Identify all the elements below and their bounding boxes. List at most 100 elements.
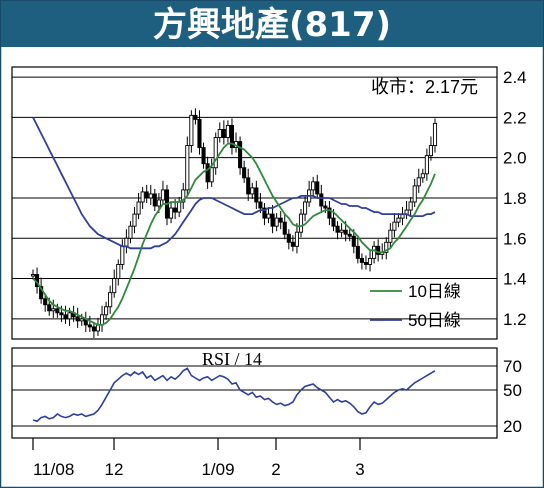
- candle-body: [238, 141, 243, 169]
- candle-body: [128, 225, 133, 239]
- rsi-gridlines: [12, 365, 497, 427]
- price-tick-label: 2.2: [503, 108, 527, 127]
- candle-body: [59, 312, 64, 316]
- x-tick-label: 1/09: [201, 460, 234, 479]
- price-tick-label: 2.0: [503, 149, 527, 168]
- candle-body: [181, 189, 186, 203]
- candle-body: [303, 201, 308, 215]
- candle-body: [144, 191, 149, 199]
- title-bar: [1, 1, 543, 47]
- candle-body: [189, 114, 194, 147]
- candle-body: [124, 237, 129, 247]
- candle-body: [177, 201, 182, 213]
- price-panel: [11, 66, 498, 340]
- candle-body: [140, 191, 145, 203]
- candle-body: [278, 217, 283, 223]
- candle-body: [205, 163, 210, 183]
- candle-body: [331, 217, 336, 227]
- candle-body: [213, 137, 218, 169]
- candle-body: [384, 241, 389, 253]
- x-tick-label: 2: [271, 460, 280, 479]
- price-tick-label: 2.4: [503, 68, 527, 87]
- candle-body: [120, 245, 125, 265]
- rsi-axis-ticks: 70 50 20: [503, 357, 522, 436]
- candle-body: [420, 173, 425, 179]
- candle-body: [55, 308, 60, 314]
- candle-body: [242, 167, 247, 179]
- candle-body: [197, 118, 202, 149]
- candle-body: [372, 245, 377, 259]
- candle-body: [254, 187, 259, 203]
- rsi-tick-label: 70: [503, 357, 522, 376]
- candle-body: [270, 213, 275, 227]
- candle-body: [343, 229, 348, 235]
- candle-body: [274, 217, 279, 227]
- candle-body: [376, 245, 381, 255]
- x-tick-label: 11/08: [33, 460, 74, 479]
- candle-body: [43, 298, 48, 306]
- rsi-panel: [11, 347, 498, 439]
- candle-body: [298, 213, 304, 233]
- rsi-tick-label: 20: [503, 417, 522, 436]
- candle-body: [136, 201, 141, 215]
- candle-body: [396, 217, 401, 223]
- candle-body: [319, 193, 324, 207]
- candle-body: [424, 155, 429, 175]
- price-tick-label: 1.2: [503, 310, 527, 329]
- candle-body: [428, 145, 433, 157]
- candle-body: [75, 316, 80, 322]
- legend: 10日線 50日線: [370, 282, 461, 330]
- candle-body: [160, 189, 165, 201]
- rsi-tick-label: 50: [503, 381, 522, 400]
- candle-body: [108, 292, 113, 308]
- candle-body: [104, 306, 109, 316]
- candle-body: [286, 233, 291, 243]
- candle-body: [217, 129, 222, 138]
- candle-body: [91, 326, 96, 332]
- price-tick-label: 1.4: [503, 270, 527, 289]
- candle-body: [246, 177, 251, 195]
- candle-body: [193, 114, 198, 120]
- price-tick-label: 1.8: [503, 189, 527, 208]
- candle-body: [266, 213, 271, 219]
- price-axis-ticks: 2.4 2.2 2.0 1.8 1.6 1.4 1.2: [503, 68, 527, 329]
- candle-body: [363, 261, 369, 265]
- price-label: 收市：2.17元: [371, 77, 478, 97]
- candle-body: [156, 199, 161, 207]
- x-axis-ticks: 11/08 12 1/09 2 3: [32, 438, 365, 479]
- x-tick-label: 3: [355, 460, 364, 479]
- candle-body: [51, 308, 56, 312]
- candle-body: [148, 193, 153, 199]
- candle-body: [30, 274, 36, 277]
- candle-body: [132, 213, 137, 227]
- candle-body: [209, 167, 214, 183]
- candle-body: [355, 245, 360, 259]
- candle-body: [258, 201, 263, 209]
- candle-body: [79, 318, 84, 322]
- candle-body: [112, 278, 117, 294]
- candle-body: [225, 124, 230, 138]
- legend-ma10-label: 10日線: [408, 282, 461, 301]
- candle-body: [250, 187, 255, 195]
- candle-body: [311, 181, 316, 191]
- ma50-line: [32, 116, 436, 250]
- price-gridlines: [12, 76, 497, 320]
- rsi-line: [32, 367, 436, 423]
- candle-body: [315, 181, 320, 195]
- candle-body: [185, 145, 190, 191]
- candle-body: [432, 122, 438, 147]
- rsi-title: RSI / 14: [202, 349, 262, 369]
- candle-body: [412, 185, 417, 203]
- candle-body: [169, 207, 174, 219]
- candle-body: [416, 177, 421, 187]
- candle-body: [323, 205, 328, 209]
- candle-body: [359, 257, 364, 263]
- candle-body: [229, 124, 235, 149]
- candle-body: [335, 225, 340, 233]
- candle-body: [262, 207, 267, 219]
- candle-body: [67, 312, 72, 320]
- candle-body: [351, 235, 356, 247]
- candle-body: [327, 207, 332, 219]
- candle-body: [152, 193, 157, 207]
- price-tick-label: 1.6: [503, 229, 527, 248]
